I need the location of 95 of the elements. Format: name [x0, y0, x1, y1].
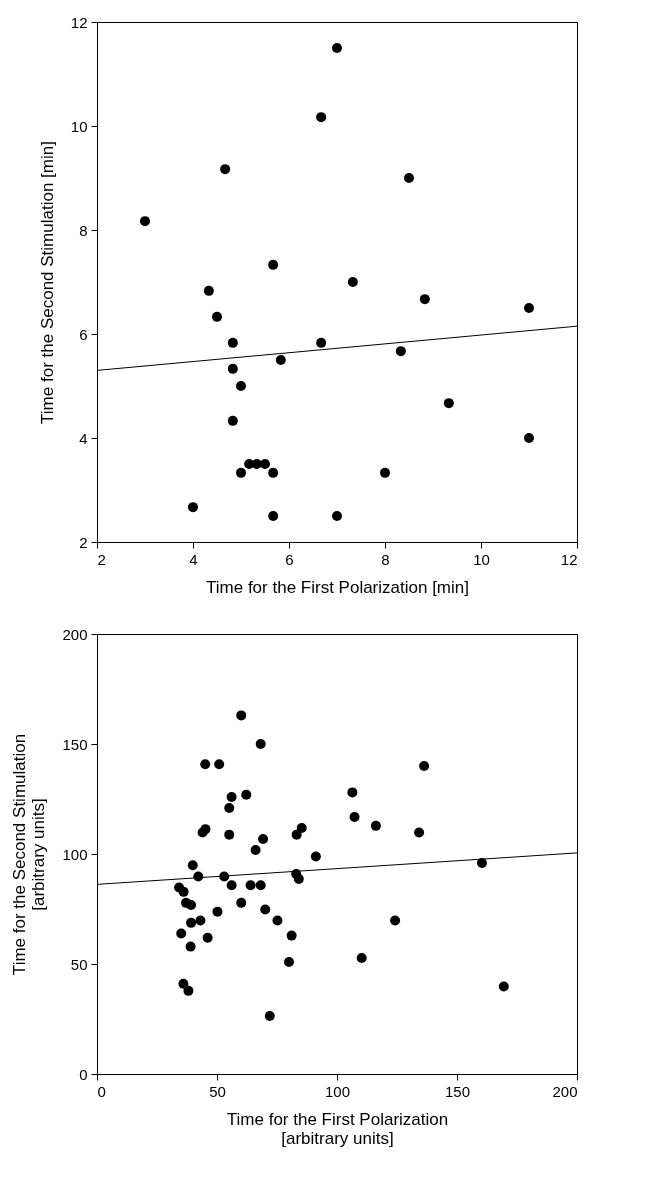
y-tick-label: 4 — [79, 429, 88, 447]
point — [250, 845, 261, 856]
point — [255, 880, 266, 891]
point — [272, 915, 283, 926]
y-tick-label: 6 — [79, 325, 88, 343]
point — [224, 829, 235, 840]
point — [140, 216, 150, 227]
y-axis-title: Time for the Second Stimulation [arbitrary units] — [10, 733, 49, 976]
point — [236, 467, 246, 478]
y-tick-label: 10 — [70, 117, 88, 135]
point — [264, 1010, 275, 1021]
x-tick-label: 100 — [324, 1082, 351, 1100]
point — [296, 823, 307, 834]
point — [236, 897, 247, 908]
x-tick-label: 50 — [209, 1082, 226, 1100]
point — [286, 930, 297, 941]
point — [188, 502, 198, 513]
point — [404, 173, 414, 183]
y-tick-label: 50 — [70, 955, 88, 973]
point — [236, 710, 247, 721]
point — [284, 957, 294, 968]
y-tick-label: 150 — [62, 735, 88, 753]
x-axis-title: Time for the First Polarization [arbitrary units] — [226, 1109, 449, 1148]
x-tick-label: 8 — [381, 550, 390, 568]
point — [203, 285, 214, 296]
point — [220, 164, 231, 175]
point — [212, 311, 222, 322]
point — [245, 880, 256, 891]
point — [316, 337, 327, 348]
point — [176, 928, 187, 939]
point — [178, 886, 189, 897]
point — [183, 985, 194, 996]
point — [226, 880, 237, 891]
point — [258, 834, 269, 845]
point — [186, 900, 197, 911]
point — [293, 874, 304, 885]
point — [275, 355, 286, 365]
point — [236, 381, 246, 391]
point — [291, 829, 302, 840]
point — [260, 459, 270, 469]
y-axis-title: Time for the Second Stimulation [min] — [37, 141, 57, 424]
point — [255, 739, 266, 749]
point — [524, 433, 534, 443]
point — [524, 303, 534, 313]
x-tick-label: 150 — [444, 1082, 471, 1100]
x-axis-title: Time for the First Polarization [min] — [206, 577, 469, 597]
point — [498, 981, 509, 992]
x-tick-label: 2 — [97, 550, 106, 568]
x-tick-label: 6 — [285, 550, 294, 568]
point — [260, 904, 271, 915]
y-tick-label: 12 — [70, 13, 88, 31]
x-tick-label: 12 — [560, 550, 578, 568]
point — [202, 932, 213, 943]
point — [390, 915, 401, 926]
point — [268, 467, 279, 478]
point — [227, 415, 238, 426]
point — [414, 827, 425, 838]
point — [227, 363, 238, 374]
point — [268, 259, 279, 270]
point — [419, 294, 430, 305]
point — [227, 337, 238, 348]
point — [332, 43, 342, 53]
point — [316, 112, 327, 123]
point — [443, 398, 454, 409]
point — [380, 467, 390, 478]
point — [195, 915, 206, 926]
point — [356, 953, 367, 964]
x-tick-label: 10 — [473, 550, 490, 568]
y-tick-label: 0 — [79, 1065, 88, 1083]
point — [186, 917, 197, 928]
x-tick-label: 200 — [552, 1082, 578, 1100]
point — [419, 761, 430, 771]
point — [241, 789, 252, 800]
point — [395, 346, 406, 357]
point — [187, 860, 198, 871]
y-tick-label: 2 — [79, 533, 88, 551]
x-tick-label: 0 — [97, 1082, 106, 1100]
y-tick-label: 100 — [62, 845, 88, 863]
point — [347, 787, 358, 798]
y-tick-label: 200 — [62, 625, 88, 643]
point — [332, 511, 342, 521]
point — [224, 803, 235, 814]
point — [200, 759, 211, 770]
point — [226, 792, 237, 803]
point — [185, 941, 196, 952]
point — [268, 511, 279, 521]
y-tick-label: 8 — [79, 221, 88, 239]
point — [347, 277, 358, 287]
x-tick-label: 4 — [189, 550, 198, 568]
point — [370, 820, 381, 831]
point — [178, 978, 189, 989]
point — [310, 851, 321, 862]
point — [349, 812, 360, 823]
point — [212, 906, 223, 917]
point — [214, 759, 225, 770]
